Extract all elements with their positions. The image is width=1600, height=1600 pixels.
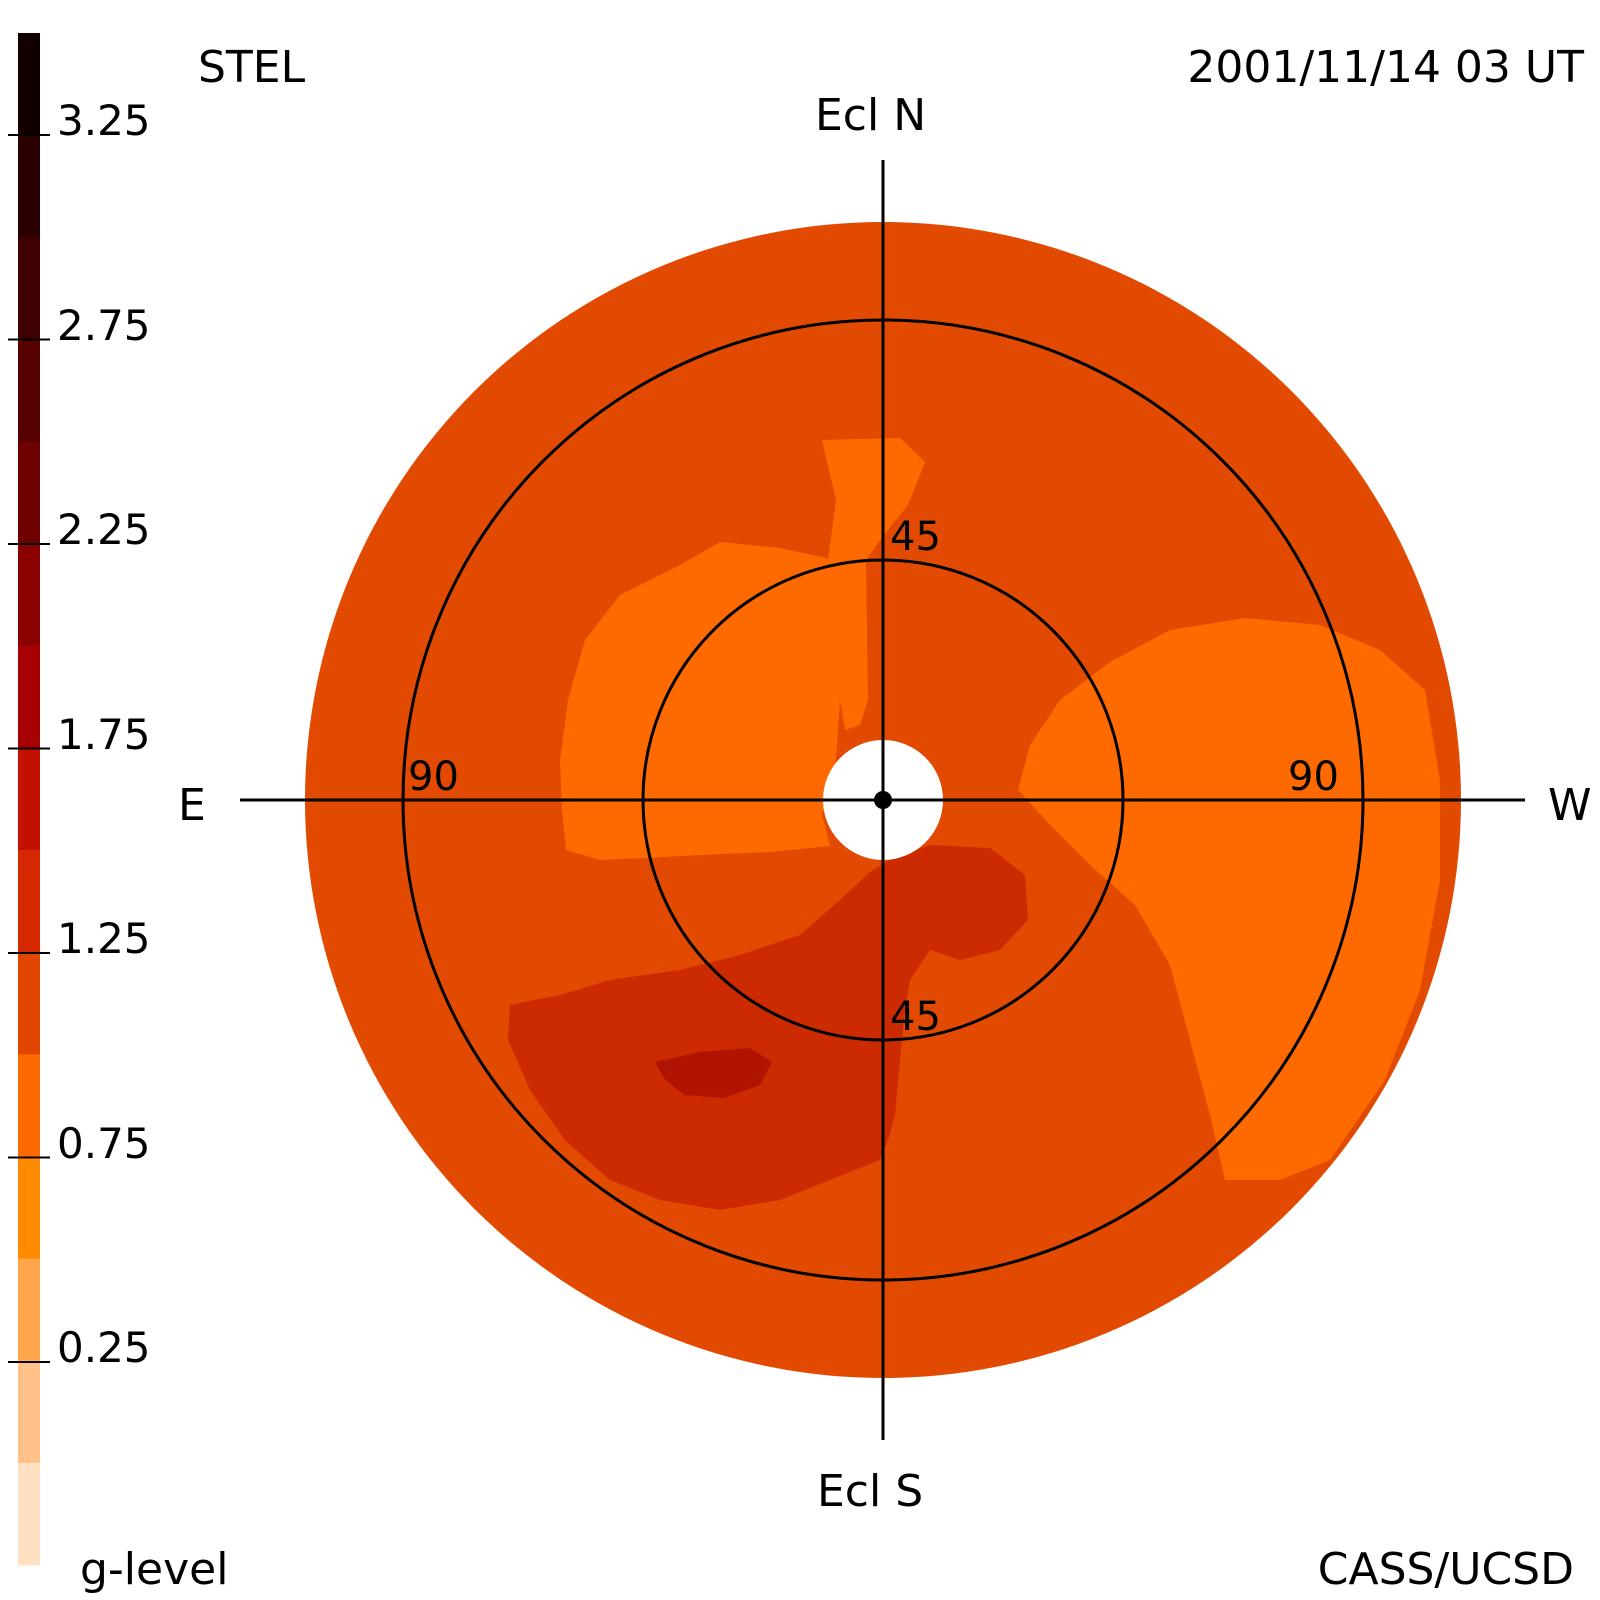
credit-label: CASS/UCSD <box>1317 1544 1574 1595</box>
colorbar-segment <box>18 850 40 953</box>
colorbar <box>8 33 50 1566</box>
colorbar-segment <box>18 1258 40 1362</box>
colorbar-tick-label: 0.75 <box>57 1119 151 1168</box>
colorbar-segment <box>18 1462 40 1566</box>
colorbar-tick-label: 2.75 <box>57 301 151 350</box>
colorbar-segment <box>18 441 40 545</box>
colorbar-segment <box>18 135 40 238</box>
colorbar-segment <box>18 1054 40 1157</box>
sun-center-dot <box>874 791 892 809</box>
direction-east-label: E <box>178 780 206 831</box>
ring-label-45-top: 45 <box>890 514 941 560</box>
region-dark-south-swirl <box>508 845 1028 1210</box>
colorbar-segment <box>18 339 40 443</box>
direction-north-label: Ecl N <box>815 90 927 141</box>
colorbar-tick-label: 1.25 <box>57 914 151 963</box>
colorbar-segment <box>18 1360 40 1464</box>
colorbar-segment <box>18 543 40 647</box>
ring-label-90-right: 90 <box>1288 754 1339 800</box>
timestamp-label: 2001/11/14 03 UT <box>1187 42 1584 93</box>
region-light-west-arm <box>560 542 845 860</box>
colorbar-segment <box>18 747 40 851</box>
colorbar-tick-label: 1.75 <box>57 710 151 759</box>
colorbar-tick-label: 3.25 <box>57 96 151 145</box>
ring-label-90-left: 90 <box>408 754 459 800</box>
ring-label-45-bottom: 45 <box>890 994 941 1040</box>
instrument-label: STEL <box>198 42 306 93</box>
region-light-east-lobe <box>1018 618 1440 1180</box>
colorbar-segment <box>18 33 40 136</box>
colorbar-tick-label: 0.25 <box>57 1323 151 1372</box>
colorbar-segment <box>18 1156 40 1260</box>
region-darkest-patch <box>655 1048 772 1098</box>
colorbar-segment <box>18 237 40 340</box>
direction-west-label: W <box>1548 780 1592 831</box>
region-light-north-plume <box>822 438 925 730</box>
colorbar-title: g-level <box>80 1544 229 1595</box>
colorbar-segment <box>18 645 40 749</box>
colorbar-segment <box>18 952 40 1055</box>
direction-south-label: Ecl S <box>817 1466 924 1517</box>
colorbar-tick-label: 2.25 <box>57 505 151 554</box>
